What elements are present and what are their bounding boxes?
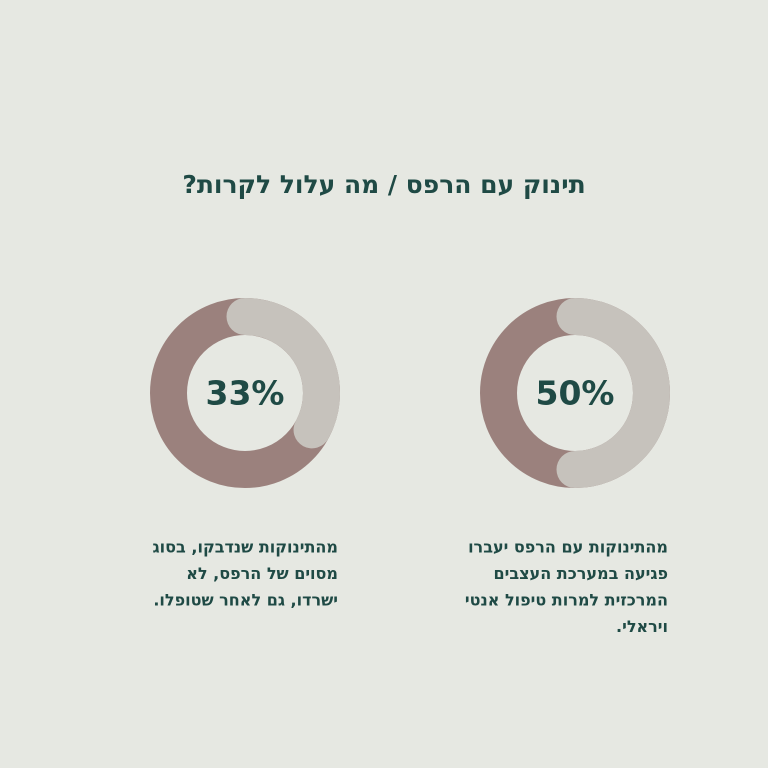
description-line: המרכזית למרות טיפול אנטי	[465, 591, 668, 610]
description-line: פגיעה במערכת העצבים	[494, 564, 669, 583]
donut-segment	[226, 298, 340, 449]
description-line: ישרדו, גם לאחר שטופלו.	[153, 591, 338, 610]
donut-segment	[556, 298, 670, 488]
description-line: מסוים של הרפס, לא	[186, 564, 338, 583]
description-line: מהתינוקות שנדבקו, בסוג	[153, 538, 338, 557]
value-label: 33%	[206, 374, 285, 413]
description-line: ויראלי.	[616, 617, 668, 636]
title: תינוק עם הרפס / מה עלול לקרות?	[182, 170, 585, 199]
description-line: מהתינוקות עם הרפס יעברו	[468, 538, 668, 557]
value-label: 50%	[536, 374, 615, 413]
